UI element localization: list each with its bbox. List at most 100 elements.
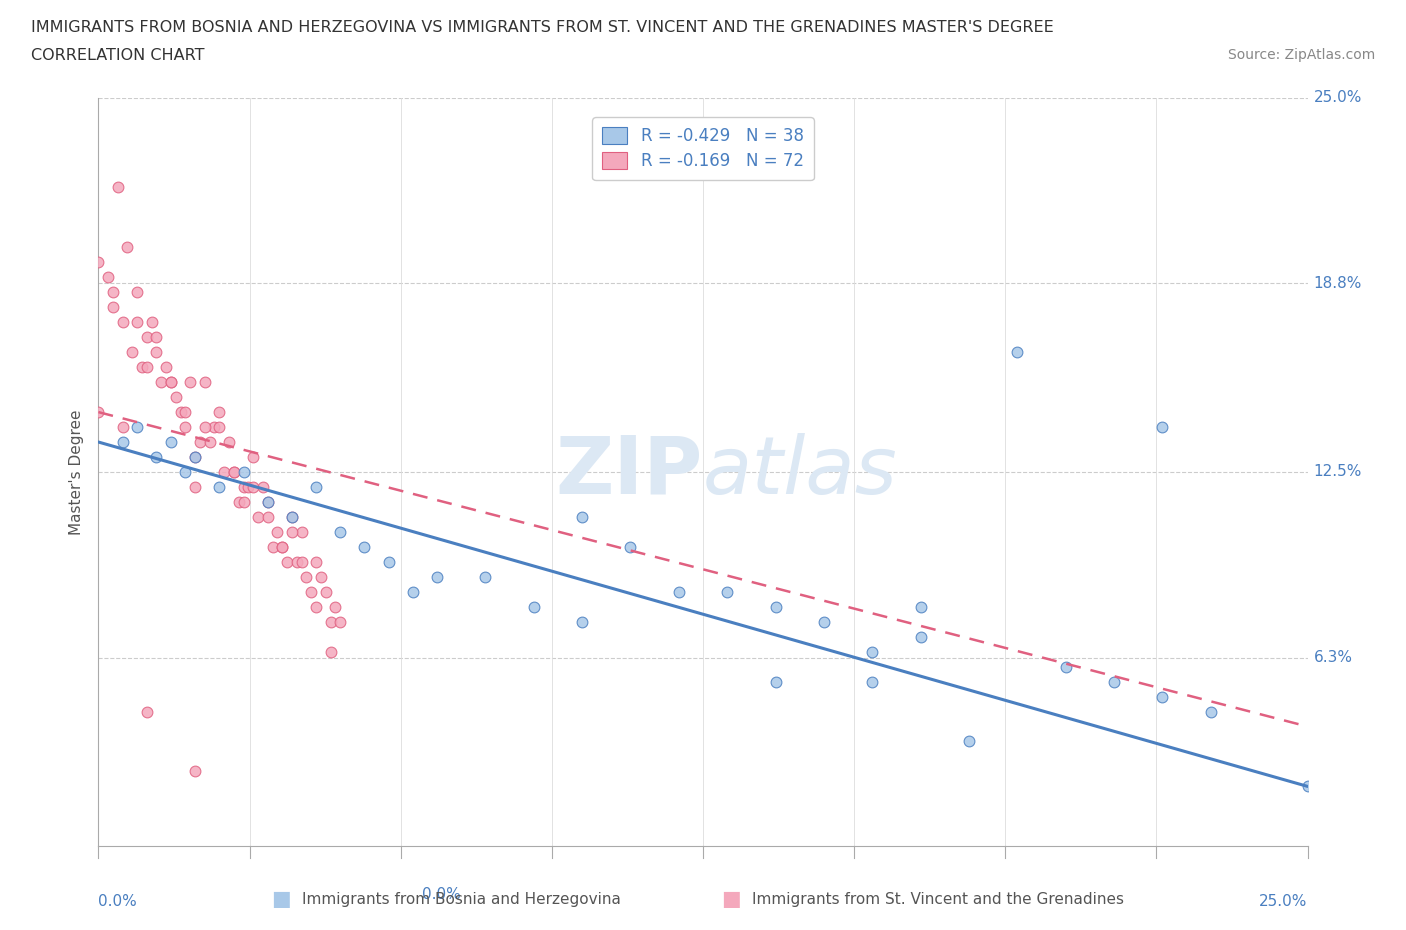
Point (218, 434, 240, 449)
Text: ■: ■ (271, 889, 291, 910)
Point (117, 240, 139, 255)
Text: Master's Degree: Master's Degree (69, 409, 84, 535)
Point (111, 315, 134, 330)
Point (1152, 689, 1174, 704)
Point (121, 345, 143, 360)
Point (198, 434, 221, 449)
Point (222, 465, 245, 480)
Text: 0.0%: 0.0% (422, 887, 461, 902)
Point (232, 495, 254, 510)
Point (111, 419, 134, 434)
Text: CORRELATION CHART: CORRELATION CHART (31, 48, 204, 63)
Point (305, 599, 328, 614)
Point (204, 419, 226, 434)
Point (377, 554, 399, 569)
Point (910, 630, 932, 644)
Point (256, 510, 278, 525)
Point (1007, 345, 1029, 360)
Point (145, 449, 167, 464)
Point (910, 599, 932, 614)
Point (87, 255, 110, 270)
Point (194, 375, 217, 390)
Point (242, 480, 264, 495)
Point (295, 569, 318, 584)
Point (256, 495, 278, 510)
Point (281, 525, 304, 539)
Point (315, 584, 337, 599)
Point (127, 285, 149, 299)
Point (262, 539, 284, 554)
Point (232, 480, 254, 495)
Point (619, 539, 641, 554)
Point (247, 510, 270, 525)
Point (281, 510, 304, 525)
Point (194, 419, 217, 434)
Point (160, 434, 183, 449)
Point (571, 510, 593, 525)
Point (329, 525, 352, 539)
Point (523, 599, 546, 614)
Text: ZIP: ZIP (555, 433, 703, 511)
Point (131, 360, 153, 375)
Point (571, 615, 593, 630)
Text: 25.0%: 25.0% (1260, 895, 1308, 910)
Point (402, 584, 425, 599)
Point (765, 599, 787, 614)
Point (353, 539, 375, 554)
Point (184, 449, 207, 464)
Point (813, 615, 835, 630)
Text: atlas: atlas (703, 433, 898, 511)
Point (238, 480, 260, 495)
Point (319, 644, 342, 659)
Point (228, 495, 250, 510)
Point (174, 465, 197, 480)
Point (290, 554, 312, 569)
Point (319, 615, 342, 630)
Point (174, 405, 197, 419)
Point (474, 569, 496, 584)
Point (188, 434, 211, 449)
Point (309, 569, 332, 584)
Point (1152, 419, 1174, 434)
Point (212, 465, 235, 480)
Point (325, 599, 347, 614)
Text: Source: ZipAtlas.com: Source: ZipAtlas.com (1227, 48, 1375, 62)
Point (169, 405, 191, 419)
Legend: R = -0.429   N = 38, R = -0.169   N = 72: R = -0.429 N = 38, R = -0.169 N = 72 (592, 117, 814, 180)
Point (97, 270, 120, 285)
Point (957, 734, 980, 749)
Point (208, 405, 231, 419)
Point (426, 569, 449, 584)
Point (266, 525, 288, 539)
Point (252, 480, 274, 495)
Point (271, 539, 294, 554)
Text: ■: ■ (721, 889, 741, 910)
Point (860, 644, 883, 659)
Point (860, 674, 883, 689)
Point (155, 360, 177, 375)
Point (285, 554, 308, 569)
Point (1199, 704, 1222, 719)
Text: 25.0%: 25.0% (1313, 90, 1362, 105)
Point (299, 584, 322, 599)
Point (179, 375, 201, 390)
Point (184, 449, 207, 464)
Text: 12.5%: 12.5% (1313, 464, 1362, 480)
Point (127, 315, 149, 330)
Point (1054, 659, 1077, 674)
Point (87, 405, 110, 419)
Point (160, 375, 183, 390)
Point (256, 495, 278, 510)
Point (222, 465, 245, 480)
Text: 18.8%: 18.8% (1313, 276, 1362, 291)
Text: Immigrants from Bosnia and Herzegovina: Immigrants from Bosnia and Herzegovina (302, 892, 621, 907)
Point (276, 554, 298, 569)
Point (242, 449, 264, 464)
Text: Immigrants from St. Vincent and the Grenadines: Immigrants from St. Vincent and the Gren… (752, 892, 1125, 907)
Point (141, 315, 163, 330)
Point (271, 539, 294, 554)
Point (174, 419, 197, 434)
Point (668, 584, 690, 599)
Point (765, 674, 787, 689)
Point (135, 360, 157, 375)
